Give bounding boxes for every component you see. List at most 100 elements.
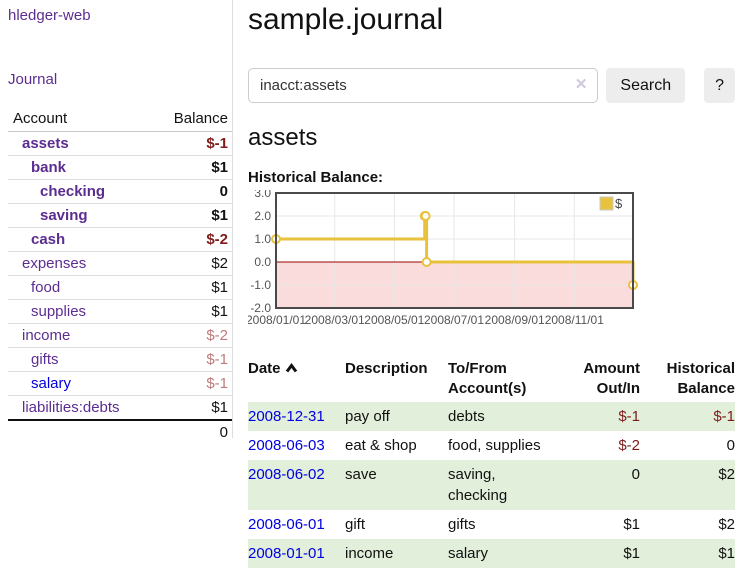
transaction-date-link[interactable]: 2008-01-01 — [248, 545, 325, 562]
data-point-marker — [420, 211, 431, 221]
legend-swatch — [599, 196, 614, 211]
sidebar-account-rows: assets $-1 bank $1 checking 0 saving $1 cash $-2 e… — [8, 132, 232, 444]
sidebar-account-link[interactable]: income — [22, 327, 71, 344]
transaction-date-link[interactable]: 2008-06-03 — [248, 437, 325, 454]
page-title: sample.journal — [248, 3, 444, 36]
sidebar-account-link[interactable]: salary — [31, 375, 72, 392]
sidebar-account-link[interactable]: liabilities:debts — [22, 399, 120, 416]
account-balance: $-1 — [155, 371, 232, 396]
account-row: bank $1 — [8, 155, 232, 180]
account-balance: $1 — [155, 395, 232, 420]
register-rows: 2008-12-31 pay off debts $-1 $-1 2008-06-03 ea… — [248, 402, 735, 568]
account-title: assets — [248, 124, 318, 151]
x-tick-label: 2008/11/01 — [545, 313, 604, 327]
plot-border — [275, 192, 634, 309]
sidebar-account-link[interactable]: expenses — [22, 255, 87, 272]
sidebar-account-link[interactable]: bank — [31, 159, 67, 176]
y-tick-label: 0.0 — [254, 255, 271, 269]
register-header-accounts: To/From Account(s) — [448, 360, 527, 397]
transaction-amount: $-2 — [618, 437, 640, 454]
x-tick-label: 2008/03/01 — [305, 313, 365, 327]
transaction-balance: $1 — [718, 545, 735, 562]
sidebar-account-link[interactable]: supplies — [31, 303, 87, 320]
transaction-row: 2008-01-01 income salary $1 $1 — [248, 539, 735, 568]
account-balance: $2 — [155, 251, 232, 276]
app-title-link[interactable]: hledger-web — [8, 7, 91, 24]
account-balance: $1 — [155, 299, 232, 324]
transaction-balance: $2 — [718, 516, 735, 533]
account-balance: $-2 — [155, 227, 232, 252]
balance-chart: $3.0 2.0 1.0 0.0 -1.0 -2.02008/01/012008/03/0… — [248, 190, 638, 327]
register-header-date[interactable]: Date — [248, 357, 345, 402]
account-balance-table: Account Balance assets $-1 bank $1 checking 0… — [8, 107, 232, 444]
account-balance: $-1 — [155, 347, 232, 372]
transaction-balance: $-1 — [713, 408, 735, 425]
transaction-accounts: salary — [448, 545, 489, 562]
account-row: cash $-2 — [8, 227, 232, 252]
transaction-date-link[interactable]: 2008-06-01 — [248, 516, 325, 533]
sidebar-account-link[interactable]: checking — [40, 183, 106, 200]
search-input[interactable] — [248, 68, 599, 103]
transaction-amount: 0 — [631, 466, 640, 483]
transaction-row: 2008-12-31 pay off debts $-1 $-1 — [248, 402, 735, 431]
transaction-description: eat & shop — [345, 437, 417, 454]
register-header-description: Description — [345, 360, 428, 377]
help-button[interactable]: ? — [704, 68, 735, 103]
transaction-description: pay off — [345, 408, 390, 425]
transaction-accounts: food, supplies — [448, 437, 541, 454]
total-balance: 0 — [155, 419, 232, 444]
transaction-balance: 0 — [726, 437, 735, 454]
account-row: saving $1 — [8, 203, 232, 228]
transaction-accounts: debts — [448, 408, 485, 425]
account-balance: $-1 — [206, 135, 228, 152]
transaction-description: gift — [345, 516, 366, 533]
account-row: assets $-1 — [8, 132, 232, 156]
account-balance: $1 — [155, 203, 232, 228]
transaction-description: income — [345, 545, 394, 562]
total-row: 0 — [8, 419, 232, 444]
clear-search-icon[interactable]: ✕ — [574, 76, 588, 93]
sort-ascending-icon — [285, 363, 297, 373]
transaction-date-link[interactable]: 2008-06-02 — [248, 466, 325, 483]
legend-label: $ — [615, 196, 623, 211]
sidebar-item-journal[interactable]: Journal — [8, 71, 58, 88]
register-header-amount: Amount Out/In — [583, 360, 640, 397]
sidebar-divider — [232, 0, 233, 438]
transaction-row: 2008-06-01 gift gifts $1 $2 — [248, 510, 735, 539]
x-tick-label: 2008/09/01 — [485, 313, 545, 327]
main-content: sample.journal ✕ Search ? assets Histori… — [248, 0, 735, 568]
y-tick-label: 2.0 — [254, 209, 271, 223]
account-balance: $1 — [155, 275, 232, 300]
sidebar-account-link[interactable]: food — [31, 279, 61, 296]
chart-container: $3.0 2.0 1.0 0.0 -1.0 -2.0 2008/01/01 2008/03/0… — [248, 190, 735, 332]
transaction-accounts: gifts — [448, 516, 476, 533]
search-button[interactable]: Search — [606, 68, 686, 103]
y-tick-label: -1.0 — [250, 278, 271, 292]
y-tick-label: -2.0 — [250, 301, 271, 315]
chart-label: Historical Balance: — [248, 169, 384, 186]
transaction-amount: $1 — [623, 516, 640, 533]
account-balance: $-2 — [155, 323, 232, 348]
sidebar-account-link[interactable]: saving — [40, 207, 88, 224]
account-balance: $1 — [155, 155, 232, 180]
transaction-description: save — [345, 466, 377, 483]
sidebar-account-link[interactable]: cash — [31, 231, 66, 248]
account-row: salary $-1 — [8, 371, 232, 396]
sidebar: hledger-web Journal Account Balance asse… — [8, 0, 232, 444]
account-row: expenses $2 — [8, 251, 232, 276]
x-tick-label: 2008/05/01 — [364, 313, 424, 327]
y-tick-label: 1.0 — [254, 232, 271, 246]
data-point-marker — [421, 257, 432, 267]
x-tick-label: 2008/01/01 — [248, 313, 306, 327]
transaction-amount: $1 — [623, 545, 640, 562]
transaction-date-link[interactable]: 2008-12-31 — [248, 408, 325, 425]
account-row: income $-2 — [8, 323, 232, 348]
register-table: Date Description To/From Account(s) Amou… — [248, 357, 735, 568]
account-row: checking 0 — [8, 179, 232, 204]
sidebar-account-link[interactable]: gifts — [31, 351, 59, 368]
transaction-balance: $2 — [718, 466, 735, 483]
transaction-row: 2008-06-02 save saving, checking 0 $2 — [248, 460, 735, 510]
transaction-row: 2008-06-03 eat & shop food, supplies $-2 0 — [248, 431, 735, 460]
y-tick-label: 3.0 — [254, 190, 271, 200]
sidebar-account-link[interactable]: assets — [22, 135, 69, 152]
